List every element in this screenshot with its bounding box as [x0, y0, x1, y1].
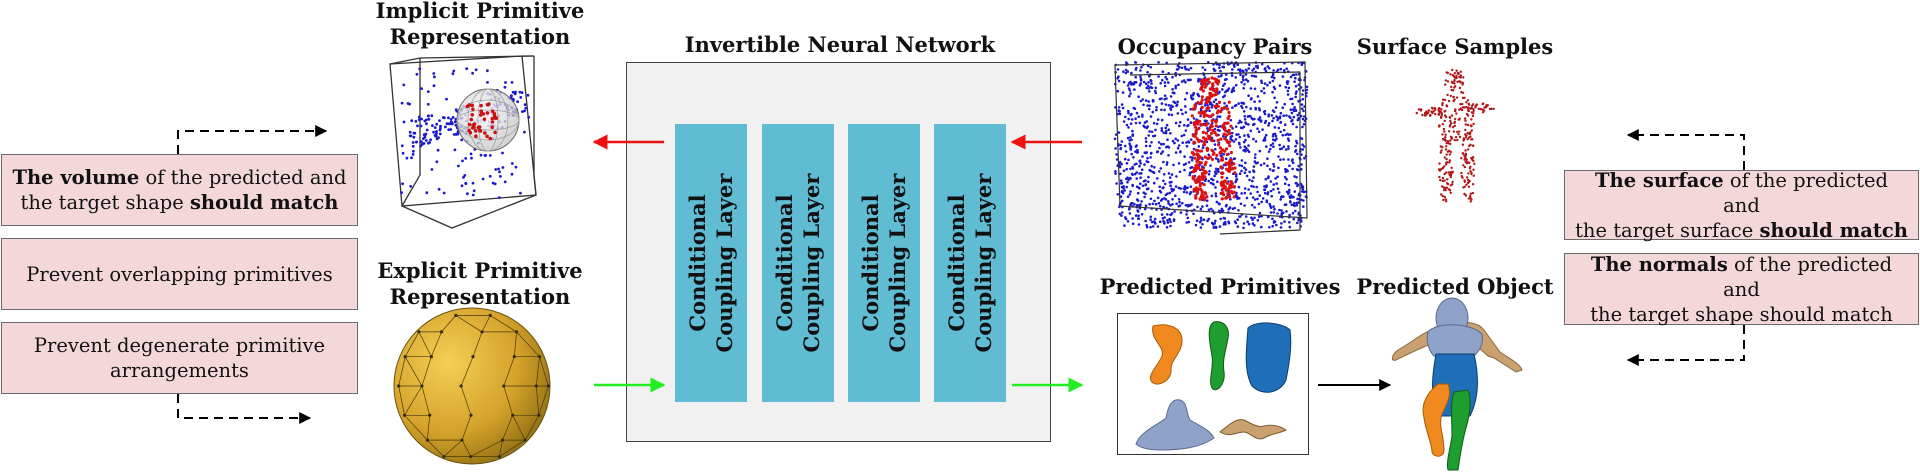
coupling-layer-1: Conditional Coupling Layer	[675, 124, 747, 402]
blue-torso-primitive	[1245, 322, 1292, 393]
left-dashed-connector-top	[177, 125, 328, 154]
surface-samples-title: Surface Samples	[1356, 34, 1554, 59]
right-dashed-connector-bottom	[1626, 325, 1745, 366]
lavender-head-primitive	[1135, 399, 1215, 451]
orange-leg-primitive	[1149, 324, 1183, 385]
volume-loss-box: The volume of the predicted and the targe…	[1, 154, 358, 226]
tan-arms-primitive	[1219, 419, 1287, 440]
degenerate-loss-box: Prevent degenerate primitive arrangements	[1, 322, 358, 394]
predicted-primitives-title: Predicted Primitives	[1099, 274, 1341, 299]
green-leg-primitive	[1208, 321, 1229, 391]
normals-loss-box: The normals of the predicted and the targ…	[1564, 253, 1919, 326]
occupancy-pairs-title: Occupancy Pairs	[1117, 34, 1313, 59]
left-dashed-connector-bottom	[177, 394, 312, 424]
icosphere-icon	[393, 307, 551, 465]
coupling-layer-3: Conditional Coupling Layer	[848, 124, 920, 402]
surface-loss-box: The surface of the predicted and the targ…	[1564, 169, 1919, 242]
implicit-representation-title: Implicit Primitive Representation	[375, 0, 585, 49]
occupancy-point-cloud-cube-icon	[1113, 61, 1309, 235]
overlap-loss-box: Prevent overlapping primitives	[1, 238, 358, 310]
human-predicted-object-icon	[1391, 297, 1523, 471]
human-surface-samples-icon	[1415, 68, 1495, 203]
explicit-representation-title: Explicit Primitive Representation	[377, 258, 583, 309]
predicted-object-title: Predicted Object	[1356, 274, 1554, 299]
right-dashed-connector-top	[1626, 129, 1745, 170]
implicit-point-cloud-cube-icon	[389, 55, 537, 229]
coupling-layer-2: Conditional Coupling Layer	[762, 124, 834, 402]
inn-title: Invertible Neural Network	[684, 32, 996, 57]
coupling-layer-4: Conditional Coupling Layer	[934, 124, 1006, 402]
predicted-primitive-shapes	[1135, 321, 1292, 451]
